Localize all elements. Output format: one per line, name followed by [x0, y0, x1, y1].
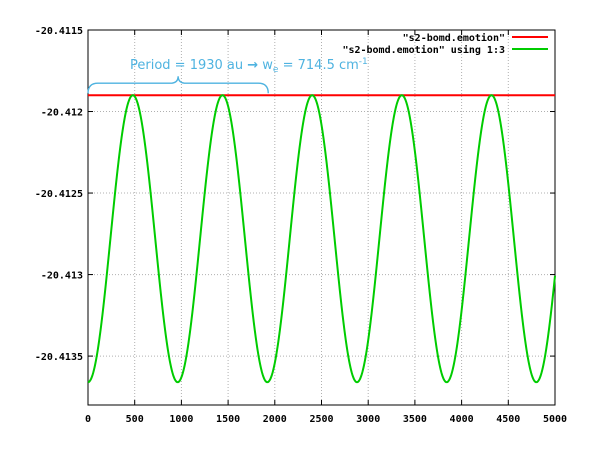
annotation-w: w [258, 58, 273, 73]
x-tick-label: 5000 [543, 414, 567, 425]
series [87, 94, 556, 384]
y-tick-label: -20.4135 [35, 352, 83, 363]
x-tick-label: 4000 [450, 414, 474, 425]
annotation-mid: = 714.5 cm [278, 58, 358, 73]
legend-label-series-2: "s2-bomd.emotion" using 1:3 [342, 44, 505, 56]
annotation-prefix: Period = 1930 au [130, 58, 247, 73]
x-tick-label: 3000 [356, 414, 380, 425]
y-tick-label: -20.413 [41, 271, 83, 282]
y-tick-label: -20.4115 [35, 26, 83, 37]
y-tick-label: -20.412 [41, 108, 83, 119]
x-tick-label: 2000 [263, 414, 287, 425]
legend-label-series-1: "s2-bomd.emotion" [403, 32, 505, 44]
x-tick-label: 0 [85, 414, 91, 425]
x-tick-label: 3500 [403, 414, 427, 425]
x-tick-label: 4500 [496, 414, 520, 425]
y-tick-label: -20.4125 [35, 189, 83, 200]
annotation-superscript: -1 [359, 57, 368, 67]
ticks: 0 500 1000 1500 2000 2500 3000 3500 4000 4500 5000… [35, 26, 567, 425]
x-tick-label: 1000 [169, 414, 193, 425]
x-tick-label: 1500 [216, 414, 240, 425]
series-2-line [87, 94, 556, 384]
x-tick-label: 2500 [309, 414, 333, 425]
annotation-subscript: e [273, 65, 279, 75]
period-annotation-text: Period = 1930 au → we = 714.5 cm-1 [130, 57, 368, 75]
grid [88, 30, 555, 405]
legend: "s2-bomd.emotion" "s2-bomd.emotion" usin… [342, 32, 548, 56]
arrow-icon: → [247, 58, 258, 73]
period-annotation: Period = 1930 au → we = 714.5 cm-1 [87, 57, 368, 94]
x-tick-label: 500 [126, 414, 144, 425]
period-brace [87, 76, 269, 94]
